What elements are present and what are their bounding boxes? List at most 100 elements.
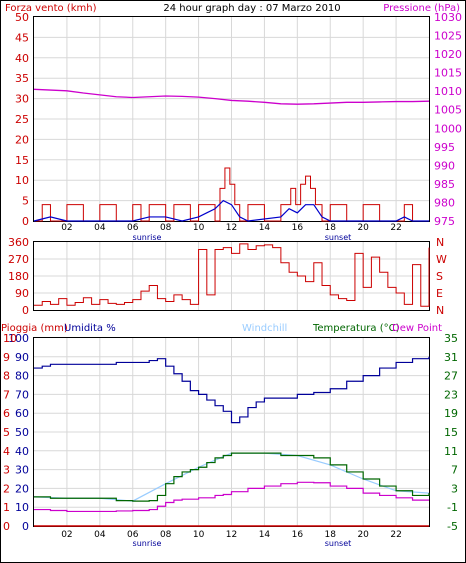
wind-tick-5: 5 [22,195,29,208]
temperature-tick--5: -5 [447,520,458,533]
compass-tick-3: W [436,253,447,266]
windchill-legend-label: Windchill [242,323,287,334]
wind-xtick-08: 08 [160,223,172,233]
rain-tick-1: 1 [3,501,10,514]
temperature-tick-35: 35 [444,332,458,345]
humidity-tick-40: 40 [15,445,29,458]
rain-tick-2: 2 [3,482,10,495]
wind-xtick-20: 20 [357,223,369,233]
wind-axis-title: Forza vento (kmh) [5,3,97,14]
pressure-tick-975: 975 [434,215,455,228]
dewpoint-series-line [34,481,429,513]
humidity-tick-100: 100 [8,332,29,345]
temperature-tick-3: 3 [451,482,458,495]
temp-xtick-08: 08 [160,530,172,540]
wind-tick-35: 35 [15,72,29,85]
sunset-label-bottom: sunset [325,539,352,548]
rain-tick-4: 4 [3,445,10,458]
pressure-axis-title: Pressione (hPa) [383,3,460,14]
temp-xtick-22: 22 [390,530,401,540]
temp-xtick-20: 20 [357,530,369,540]
dewpoint-legend-label: Dew Point [392,323,442,334]
sunset-label-top: sunset [325,233,352,242]
humidity-tick-50: 50 [15,426,29,439]
pressure-tick-985: 985 [434,178,455,191]
rain-tick-10: 10 [3,332,17,345]
humidity-tick-90: 90 [15,351,29,364]
wind-tick-30: 30 [15,93,29,106]
direction-tick-270: 270 [8,253,29,266]
wind-xtick-14: 14 [259,223,271,233]
compass-tick-4: N [436,236,444,249]
temperature-tick-23: 23 [444,388,458,401]
direction-tick-90: 90 [15,287,29,300]
wind-average-series-line [33,199,429,222]
pressure-tick-1010: 1010 [434,85,462,98]
pressure-tick-990: 990 [434,159,455,172]
wind-tick-40: 40 [15,52,29,65]
temperature-tick-27: 27 [444,370,458,383]
temp-xtick-02: 02 [61,530,72,540]
sunrise-label-bottom: sunrise [133,539,162,548]
temperature-tick-11: 11 [444,445,458,458]
wind-xtick-02: 02 [61,223,72,233]
temp-xtick-04: 04 [94,530,106,540]
pressure-tick-995: 995 [434,141,455,154]
rain-tick-6: 6 [3,407,10,420]
direction-tick-0: 0 [22,304,29,317]
humidity-tick-70: 70 [15,388,29,401]
humidity-tick-10: 10 [15,501,29,514]
pressure-tick-1025: 1025 [434,30,462,43]
pressure-tick-1015: 1015 [434,67,462,80]
pressure-tick-1030: 1030 [434,11,462,24]
temp-xtick-12: 12 [226,530,237,540]
direction-tick-180: 180 [8,270,29,283]
humidity-tick-0: 0 [22,520,29,533]
wind-xtick-22: 22 [390,223,401,233]
temperature-tick-31: 31 [444,351,458,364]
temperature-axis-title: Temperatura (°C) [312,323,400,334]
sunrise-label-top: sunrise [133,233,162,242]
rain-tick-8: 8 [3,370,10,383]
rain-tick-7: 7 [3,388,10,401]
series-layer [33,88,430,527]
compass-tick-0: N [436,304,444,317]
rain-tick-9: 9 [3,351,10,364]
wind-tick-15: 15 [15,154,29,167]
pressure-tick-1020: 1020 [434,48,462,61]
rain-tick-0: 0 [3,520,10,533]
wind-xtick-10: 10 [193,223,205,233]
pressure-tick-980: 980 [434,196,455,209]
temp-xtick-14: 14 [259,530,271,540]
pressure-tick-1005: 1005 [434,104,462,117]
compass-tick-1: E [436,287,443,300]
wind-xtick-16: 16 [292,223,304,233]
humidity-series-line [34,356,430,424]
wind-tick-20: 20 [15,133,29,146]
wind-xtick-12: 12 [226,223,237,233]
rain-tick-3: 3 [3,464,10,477]
wind-tick-50: 50 [15,11,29,24]
temp-xtick-18: 18 [325,530,337,540]
temperature-series-line [34,452,430,502]
wind-xtick-18: 18 [325,223,337,233]
humidity-tick-60: 60 [15,407,29,420]
rain-axis-title: Pioggia (mm) [1,323,68,334]
temperature-tick-19: 19 [444,407,458,420]
wind-tick-10: 10 [15,174,29,187]
pressure-tick-1000: 1000 [434,122,462,135]
tick-label-layer: 0510152025303540455097598098599099510001… [3,11,462,540]
wind-pressure-panel [33,16,430,222]
temp-xtick-06: 06 [127,530,139,540]
temperature-tick--1: -1 [447,501,458,514]
direction-tick-360: 360 [8,236,29,249]
humidity-tick-30: 30 [15,464,29,477]
temperature-tick-7: 7 [451,464,458,477]
temp-xtick-16: 16 [292,530,304,540]
temp-xtick-10: 10 [193,530,205,540]
wind-xtick-04: 04 [94,223,106,233]
humidity-tick-20: 20 [15,482,29,495]
wind-tick-25: 25 [15,113,29,126]
temperature-tick-15: 15 [444,426,458,439]
